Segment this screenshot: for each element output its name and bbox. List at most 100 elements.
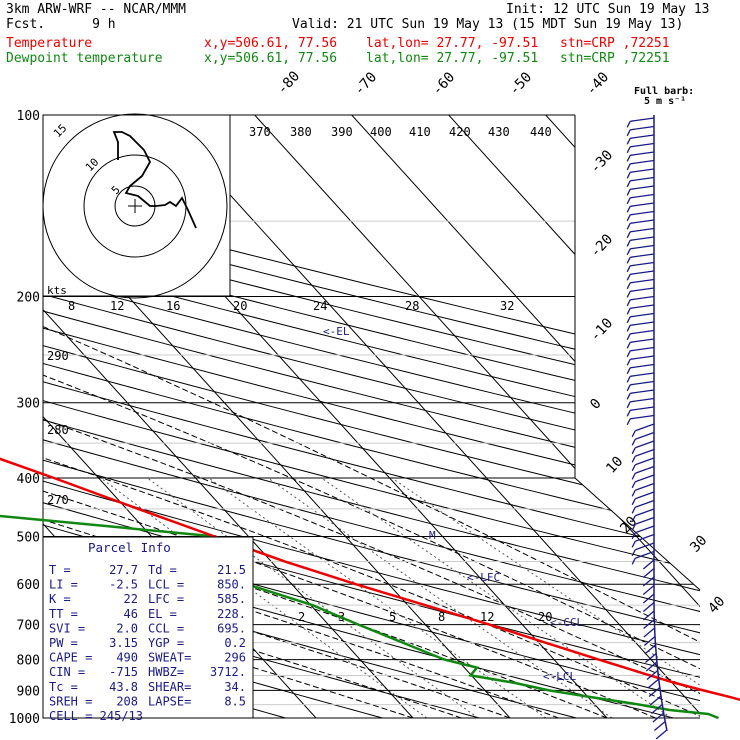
wind-barb-flag [631, 430, 636, 438]
wind-barb [630, 185, 655, 190]
wind-barb-flag [626, 401, 631, 409]
wind-barb [634, 533, 655, 542]
temperature-profile [0, 457, 740, 702]
temperature-label: -70 [351, 69, 380, 98]
melting-annotation: M [429, 529, 436, 542]
mixing-ratio-label-low: 8 [438, 610, 445, 624]
theta-label: 370 [249, 125, 271, 139]
wind-barb [634, 482, 655, 491]
mixing-ratio-label-top: 32 [500, 299, 514, 313]
parcel-info-key: LAPSE= [148, 694, 191, 708]
parcel-info-value: -715 [109, 665, 138, 679]
parcel-info-value: 8.5 [224, 694, 246, 708]
wind-barb [630, 329, 655, 335]
dewpoint-legend-label: Dewpoint temperature [6, 51, 163, 66]
dewpoint-xy: x,y=506.61, 77.56 [204, 51, 338, 66]
mixing-ratio-line [321, 477, 672, 718]
parcel-info-value: 2.0 [116, 621, 138, 635]
wind-barb-flag [626, 316, 631, 324]
theta-label-left: 290 [47, 349, 69, 363]
parcel-info-key: SREH = [49, 694, 92, 708]
parcel-info-key: CAPE = [49, 651, 92, 665]
mixing-ratio-label-low: 5 [389, 610, 396, 624]
theta-label-left: 270 [47, 493, 69, 507]
parcel-info-value: 695. [217, 621, 246, 635]
theta-label-left: 280 [47, 423, 69, 437]
valid-time: Valid: 21 UTC Sun 19 May 13 (15 MDT Sun … [292, 17, 684, 32]
parcel-info-value: 585. [217, 592, 246, 606]
parcel-info-box [42, 536, 254, 719]
wind-barb [630, 380, 655, 386]
wind-barb [630, 134, 655, 139]
wind-barb [642, 602, 655, 612]
barb-legend-title: Full barb: [634, 86, 694, 97]
parcel-info-value: 3712. [210, 665, 246, 679]
wind-barb-flag [626, 214, 631, 222]
wind-barb-flag [626, 274, 631, 281]
wind-barb-flag [631, 464, 636, 472]
theta-label: 390 [331, 125, 353, 139]
wind-barb [634, 448, 655, 457]
wind-barb [630, 287, 655, 292]
parcel-info-key: LFC = [148, 592, 184, 606]
parcel-info-key: T = [49, 563, 71, 577]
pressure-label: 500 [17, 530, 40, 545]
parcel-info-value: 21.5 [217, 563, 246, 577]
wind-barb [634, 525, 655, 534]
ccl-annotation: <-CCL [550, 616, 583, 629]
isotherm-line [157, 115, 700, 718]
parcel-info-key: SHEAR= [148, 680, 191, 694]
wind-barb-flag [626, 350, 631, 358]
wind-barb-flag [631, 524, 636, 531]
mixing-ratio-label-top: 12 [110, 299, 124, 313]
wind-barb [630, 295, 655, 301]
wind-barb [630, 355, 655, 360]
wind-barb-flag [626, 291, 631, 298]
wind-barb-flag [626, 223, 631, 230]
wind-barb-flag [626, 240, 631, 247]
parcel-info-key: CIN = [49, 665, 85, 679]
wind-barb-flag [626, 180, 631, 188]
wind-barb-flag [626, 146, 631, 154]
parcel-info-key: SWEAT= [148, 651, 191, 665]
wind-barb [630, 278, 655, 284]
temperature-label: -10 [587, 315, 616, 344]
parcel-info-key: HWBZ= [148, 665, 184, 679]
wind-barb [630, 261, 655, 267]
parcel-info-key: EL = [148, 607, 177, 621]
wind-barb-flag [626, 265, 631, 273]
wind-barb [630, 312, 655, 318]
parcel-info-value: -2.5 [109, 578, 138, 592]
hodograph-trace [112, 131, 197, 229]
hodograph-ring-outer [42, 113, 228, 299]
wind-barb [651, 704, 663, 714]
lcl-annotation: <-LCL [543, 670, 576, 683]
temperature-label: -20 [587, 231, 616, 260]
wind-barb-flag [626, 342, 631, 349]
theta-label: 410 [409, 125, 431, 139]
wind-barb-flag [626, 308, 631, 315]
parcel-info-value: 3.15 [109, 636, 138, 650]
wind-barb-flag [631, 473, 636, 480]
wind-barb-flag [626, 333, 631, 341]
mixing-ratio-label-low: 20 [538, 610, 552, 624]
theta-labels: 370 380 390 400 410 420 430 440 290 280 270 [47, 125, 552, 507]
pressure-label: 400 [17, 472, 40, 487]
temperature-label: -60 [429, 69, 458, 98]
wind-barb [634, 457, 655, 466]
wind-barb [630, 168, 655, 173]
isotherm-line [43, 115, 414, 718]
parcel-info-value: 22 [124, 592, 138, 606]
pressure-label: 200 [17, 291, 40, 306]
wind-barb [642, 585, 655, 595]
el-annotation: <-EL [323, 325, 350, 338]
wind-barb-flag [626, 418, 631, 426]
wind-barb-flag [631, 456, 636, 463]
parcel-info-title: Parcel Info [88, 540, 171, 555]
wind-barb-flag [626, 367, 631, 375]
pressure-label: 700 [17, 619, 40, 634]
parcel-info-key: Tc = [49, 680, 78, 694]
wind-barb [648, 687, 661, 697]
hodograph: 15 10 5 kts [42, 113, 231, 299]
